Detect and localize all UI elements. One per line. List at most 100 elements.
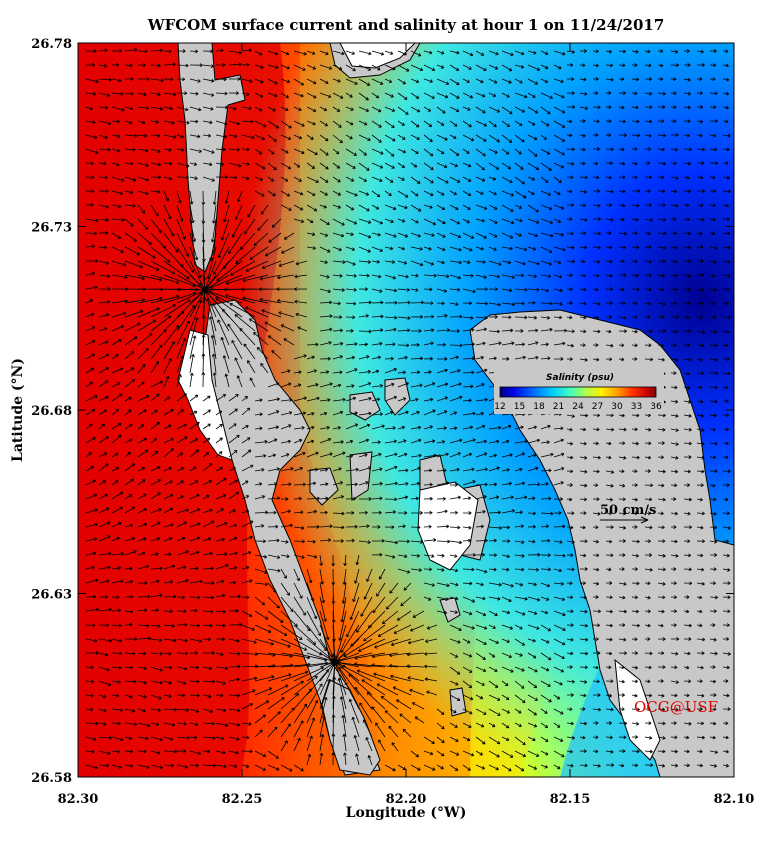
current-vector: [553, 328, 568, 333]
current-vector: [332, 328, 343, 333]
current-vector: [85, 381, 93, 388]
current-vector: [696, 217, 705, 222]
current-vector: [618, 119, 626, 124]
current-vector: [540, 424, 551, 430]
current-vector: [462, 120, 472, 128]
current-vector: [514, 624, 523, 630]
current-vector: [423, 425, 433, 430]
current-vector: [98, 92, 110, 98]
current-vector: [436, 190, 445, 196]
current-vector: [85, 665, 94, 670]
current-vector: [579, 721, 588, 726]
current-vector: [241, 62, 250, 67]
current-vector: [384, 525, 395, 530]
current-vector: [566, 763, 574, 768]
current-vector: [475, 482, 488, 487]
current-vector: [384, 92, 394, 98]
plot-area: Salinity (psu) 12 15 18 21 24 27 30 33 36 50 cm/…: [78, 43, 734, 777]
current-vector: [514, 148, 522, 155]
current-vector: [501, 694, 510, 700]
current-vector: [683, 511, 691, 516]
current-vector: [425, 638, 438, 643]
current-vector: [553, 302, 563, 306]
current-vector: [124, 736, 133, 741]
current-vector: [631, 581, 640, 586]
current-vector: [579, 343, 586, 348]
current-vector: [631, 441, 639, 446]
current-vector: [592, 302, 601, 306]
current-vector: [85, 271, 95, 276]
current-vector: [137, 736, 149, 741]
current-vector: [176, 355, 184, 374]
current-vector: [345, 260, 356, 266]
current-vector: [449, 495, 461, 500]
current-vector: [293, 466, 303, 472]
current-vector: [579, 427, 587, 432]
current-vector: [241, 551, 252, 556]
current-vector: [137, 708, 146, 713]
current-vector: [566, 273, 573, 278]
current-vector: [98, 260, 109, 265]
current-vector: [231, 340, 243, 360]
current-vector: [241, 703, 254, 710]
current-vector: [410, 300, 425, 305]
current-vector: [722, 427, 730, 432]
current-vector: [631, 455, 640, 460]
current-vector: [462, 411, 476, 416]
current-vector: [189, 410, 198, 416]
current-vector: [254, 50, 263, 56]
current-vector: [189, 106, 202, 112]
current-vector: [150, 119, 159, 124]
current-vector: [371, 78, 384, 85]
current-vector: [278, 311, 295, 318]
current-vector: [111, 434, 122, 444]
current-vector: [462, 708, 473, 715]
current-vector: [212, 204, 217, 224]
current-vector: [475, 341, 486, 346]
current-vector: [527, 246, 537, 251]
current-vector: [332, 148, 340, 155]
current-vector: [247, 204, 256, 218]
current-vector: [85, 423, 93, 430]
current-vector: [371, 92, 380, 99]
current-vector: [423, 468, 433, 473]
current-vector: [358, 218, 372, 224]
current-vector: [111, 467, 120, 472]
current-vector: [462, 750, 475, 757]
current-vector: [514, 260, 526, 266]
current-vector: [341, 582, 347, 604]
current-vector: [378, 739, 386, 752]
current-vector: [553, 581, 564, 586]
current-vector: [111, 274, 128, 279]
current-vector: [527, 582, 537, 587]
current-vector: [385, 596, 399, 610]
current-vector: [683, 679, 692, 684]
current-vector: [332, 273, 343, 278]
current-vector: [514, 467, 523, 472]
current-vector: [670, 539, 678, 544]
current-vector: [319, 218, 330, 225]
current-vector: [722, 483, 730, 487]
current-vector: [306, 204, 318, 212]
current-vector: [241, 147, 250, 152]
current-vector: [709, 385, 718, 390]
current-vector: [111, 521, 122, 528]
current-vector: [363, 582, 373, 600]
current-vector: [267, 438, 278, 444]
current-vector: [696, 385, 703, 390]
current-vector: [462, 134, 475, 142]
current-vector: [697, 63, 705, 67]
current-vector: [86, 259, 99, 263]
current-vector: [462, 246, 473, 252]
current-vector: [332, 383, 342, 388]
current-vector: [293, 703, 308, 724]
current-vector: [176, 721, 187, 726]
current-vector: [527, 148, 538, 157]
current-vector: [384, 204, 397, 211]
current-vector: [514, 524, 524, 529]
current-vector: [462, 218, 470, 224]
current-vector: [462, 342, 475, 347]
current-vector: [254, 610, 269, 620]
current-vector: [475, 355, 484, 360]
current-vector: [396, 610, 412, 621]
